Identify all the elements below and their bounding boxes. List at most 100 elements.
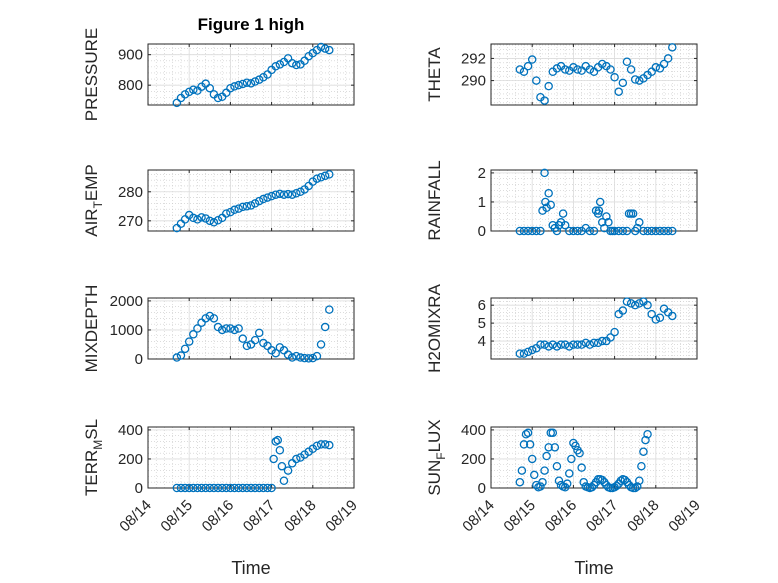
data-point [250,199,260,208]
y-tick-label: 292 [461,50,486,67]
data-point [635,299,644,308]
y-tick-label: 5 [478,315,486,332]
data-point [560,220,570,230]
data-point [569,226,578,236]
data-point [320,44,330,53]
y-tick-label: 800 [118,77,143,94]
data-point [209,218,219,227]
data-point [635,76,644,85]
data-point [283,189,293,199]
data-point [238,334,248,343]
data-point [242,341,252,351]
y-tick-label: 4 [478,333,486,350]
data-point [250,77,260,86]
data-point [663,54,673,63]
data-point [292,188,301,198]
data-point [279,476,289,485]
data-point [556,480,566,490]
data-point [246,201,256,210]
data-point [606,333,615,342]
data-point [523,61,533,71]
data-point [316,440,326,449]
data-point [523,347,533,357]
data-point [540,96,549,105]
data-point [197,483,206,493]
x-tick-label: 08/15 [500,497,539,536]
y-tick-label: 6 [478,297,486,314]
data-point [552,64,562,73]
data-point [213,93,223,103]
data-point [189,213,198,223]
data-point [246,483,256,493]
data-point [269,454,278,464]
data-point [283,466,293,475]
data-point [612,481,621,491]
data-point [630,483,640,493]
y-tick-label: 2 [478,165,486,182]
data-point [614,87,623,96]
data-point [197,213,206,222]
subplot-terr_msl: 0 200 400 08/14 08/15 08/16 08/17 08/18 08/19 TER… [82,419,361,535]
y-tick-label: 0 [135,480,143,497]
data-point [589,226,599,236]
data-point [610,226,619,236]
data-point [573,340,582,349]
data-point [201,483,210,493]
data-point [530,470,539,480]
data-point [234,483,243,493]
data-point [618,226,628,236]
data-point [536,226,545,236]
data-point [523,226,533,236]
data-point [184,87,194,97]
y-tick-label: 290 [461,73,486,90]
data-point [597,59,607,69]
data-point [230,82,239,91]
data-point [180,90,190,99]
data-point [597,475,607,485]
x-tick-label: 08/14 [116,497,155,536]
data-point [259,483,268,493]
data-point [217,92,227,102]
axes-box [147,169,355,232]
data-point [589,338,599,348]
data-point [626,65,636,74]
data-point [519,349,529,358]
x-tick-label: 08/15 [157,497,196,536]
data-point [320,322,330,332]
y-tick-label: 400 [461,422,486,439]
data-point [544,188,553,198]
data-point [565,226,574,236]
x-tick-label: 08/18 [281,497,320,536]
data-point [222,324,231,333]
data-point [519,226,529,236]
data-point [254,196,264,206]
y-tick-label: 200 [118,451,143,468]
data-point [562,479,572,488]
data-point [647,309,656,319]
data-point [242,202,252,211]
data-point [630,300,640,310]
y-tick-label: 2000 [110,293,143,310]
data-point [201,314,210,323]
data-point [567,454,576,464]
y-tick-label: 270 [118,213,143,230]
data-point [610,73,619,82]
data-point [296,353,305,362]
data-point [180,483,190,493]
data-point [201,214,210,223]
figure-title: Figure 1 high [198,15,305,34]
data-point [527,345,537,355]
data-point [292,351,301,361]
data-point [585,226,595,236]
data-point [325,45,334,55]
data-point [197,318,206,327]
data-point [230,325,239,335]
y-axis-label: H2OMIXRA [425,283,444,372]
data-point [189,85,198,95]
data-point [556,340,566,349]
data-point [618,78,628,88]
data-point [585,65,595,74]
data-point [639,447,648,456]
data-point [254,328,264,338]
subplot-rainfall: 0 1 2 RAINFALL [425,160,698,241]
